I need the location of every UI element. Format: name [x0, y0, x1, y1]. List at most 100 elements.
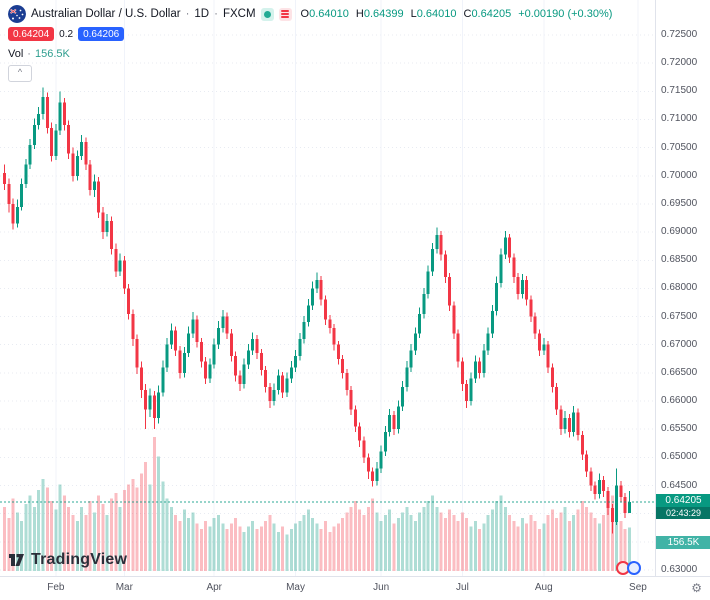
candle-body	[375, 468, 379, 482]
bid-ask-row: 0.64204 0.2 0.64206	[8, 27, 125, 41]
candle-body	[623, 496, 627, 514]
candle-body	[383, 432, 387, 452]
volume-bar	[212, 517, 216, 571]
candle-body	[161, 367, 165, 393]
candle-body	[294, 356, 298, 368]
candle-body	[144, 389, 148, 410]
volume-bar	[516, 526, 520, 571]
candle-body	[508, 237, 512, 258]
visibility-dot-icon[interactable]	[260, 7, 274, 21]
volume-bar	[465, 517, 469, 571]
volume-bar	[388, 509, 392, 571]
candle-body	[610, 508, 614, 523]
volume-bar	[54, 509, 58, 571]
volume-bar	[332, 526, 336, 571]
candle-body	[349, 389, 353, 410]
volume-bar	[114, 492, 118, 571]
candle-body	[41, 96, 45, 114]
candle-body	[242, 364, 246, 385]
price-axis-label: 0.67000	[661, 338, 698, 350]
volume-bar	[67, 506, 71, 571]
candle-body	[413, 333, 417, 351]
volume-bar	[525, 523, 529, 571]
candle-body	[45, 96, 49, 128]
separator: ·	[27, 48, 31, 60]
candle-body	[114, 249, 118, 272]
candle-body	[229, 333, 233, 356]
chart-plot[interactable]	[0, 0, 655, 576]
candle-body	[11, 203, 15, 224]
interval-label[interactable]: 1D	[194, 8, 210, 20]
volume-bar	[251, 520, 255, 571]
price-axis[interactable]: 0.64205 02:43:29 156.5K 0.630000.635000.…	[655, 0, 710, 576]
price-axis-label: 0.70500	[661, 141, 698, 153]
price-axis-label: 0.66000	[661, 395, 698, 407]
price-axis-label: 0.71000	[661, 113, 698, 125]
volume-bar	[135, 487, 139, 571]
candle-body	[542, 344, 546, 351]
volume-bar	[148, 484, 152, 571]
price-axis-label: 0.64500	[661, 479, 698, 491]
volume-bar	[572, 515, 576, 571]
volume-bar	[234, 517, 238, 571]
candle-body	[80, 142, 84, 157]
tradingview-watermark[interactable]: TradingView	[7, 550, 127, 569]
volume-bar	[328, 531, 332, 571]
volume-bar	[336, 523, 340, 571]
list-lines-icon[interactable]	[278, 7, 292, 21]
exchange-label[interactable]: FXCM	[222, 8, 256, 20]
candle-body	[20, 184, 24, 207]
volume-bar	[306, 509, 310, 571]
volume-bar	[157, 456, 161, 571]
volume-value: 156.5K	[34, 48, 70, 60]
candle-body	[101, 212, 105, 233]
candle-body	[602, 479, 606, 492]
collapse-legend-button[interactable]: ^	[8, 65, 32, 82]
event-blue-circle-icon[interactable]	[627, 561, 641, 575]
symbol-legend[interactable]: Australian Dollar / U.S. Dollar · 1D · F…	[8, 5, 612, 23]
time-axis-label: Jul	[456, 582, 469, 593]
volume-bar	[32, 506, 36, 571]
volume-bar	[503, 506, 507, 571]
volume-bar	[3, 506, 6, 571]
candle-body	[593, 485, 597, 494]
volume-bar	[75, 520, 79, 571]
candle-body	[3, 172, 6, 185]
candle-body	[533, 316, 537, 334]
volume-bar	[341, 517, 345, 571]
candle-body	[559, 409, 563, 430]
volume-bar	[204, 520, 208, 571]
candle-body	[388, 415, 392, 433]
volume-bar	[602, 515, 606, 571]
volume-bar	[606, 506, 610, 571]
volume-bar	[246, 526, 250, 571]
time-axis[interactable]: ⚙ Feb Mar Apr May Jun Jul Aug Sep	[0, 576, 710, 600]
volume-bar	[567, 520, 571, 571]
volume-bar	[139, 473, 143, 571]
volume-legend[interactable]: Vol · 156.5K	[8, 48, 70, 60]
candle-body	[148, 395, 152, 410]
symbol-title[interactable]: Australian Dollar / U.S. Dollar	[31, 8, 181, 20]
ask-price-badge[interactable]: 0.64206	[78, 27, 125, 41]
candle-body	[182, 353, 186, 373]
candle-body	[75, 156, 79, 176]
volume-bar	[281, 526, 285, 571]
volume-bar	[238, 526, 242, 571]
candle-body	[298, 339, 302, 356]
candle-body	[456, 333, 460, 362]
volume-bar	[199, 529, 203, 571]
volume-bar	[619, 520, 623, 571]
gear-icon[interactable]: ⚙	[691, 581, 702, 595]
candle-body	[118, 260, 122, 272]
bid-price-badge[interactable]: 0.64204	[8, 27, 55, 41]
candle-body	[627, 502, 631, 514]
time-axis-label: Feb	[47, 582, 65, 593]
price-axis-label: 0.66500	[661, 366, 698, 378]
volume-bar	[486, 515, 490, 571]
volume-bar	[84, 515, 88, 571]
separator: ·	[185, 8, 190, 20]
time-axis-label: May	[286, 582, 305, 593]
candle-body	[392, 415, 396, 430]
volume-bar	[426, 501, 430, 571]
